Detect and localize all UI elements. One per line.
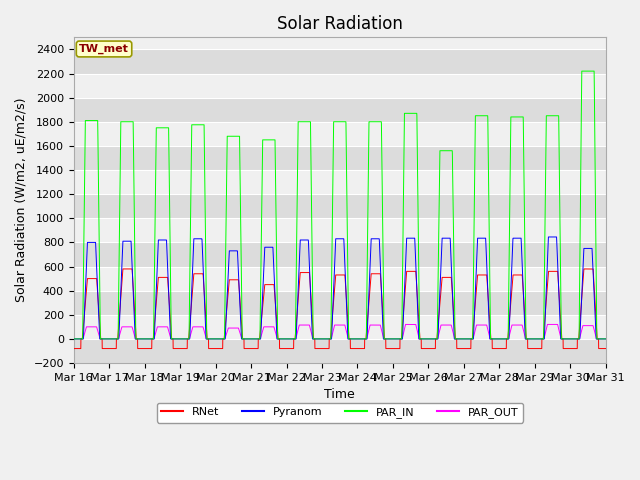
- Pyranom: [320, 336, 328, 342]
- RNet: [119, 266, 127, 272]
- Bar: [74, 315, 605, 339]
- PAR_OUT: [320, 336, 328, 342]
- PAR_OUT: [70, 336, 77, 342]
- X-axis label: Time: Time: [324, 388, 355, 401]
- RNet: [459, 346, 467, 351]
- PAR_IN: [166, 181, 173, 187]
- Pyranom: [489, 336, 497, 342]
- Bar: [74, 49, 605, 73]
- PAR_IN: [602, 336, 609, 342]
- RNet: [320, 346, 328, 351]
- PAR_IN: [489, 336, 497, 342]
- Bar: [74, 339, 605, 363]
- Legend: RNet, Pyranom, PAR_IN, PAR_OUT: RNet, Pyranom, PAR_IN, PAR_OUT: [157, 403, 523, 422]
- Bar: [74, 146, 605, 170]
- Bar: [74, 170, 605, 194]
- Pyranom: [545, 234, 552, 240]
- PAR_IN: [459, 336, 467, 342]
- Bar: [74, 194, 605, 218]
- Pyranom: [601, 336, 609, 342]
- RNet: [602, 346, 609, 351]
- Bar: [74, 242, 605, 266]
- RNet: [166, 303, 173, 309]
- Line: PAR_OUT: PAR_OUT: [74, 324, 605, 339]
- Title: Solar Radiation: Solar Radiation: [276, 15, 403, 33]
- PAR_OUT: [459, 336, 467, 342]
- PAR_IN: [601, 336, 609, 342]
- PAR_OUT: [602, 336, 609, 342]
- Bar: [74, 218, 605, 242]
- Line: PAR_IN: PAR_IN: [74, 71, 605, 339]
- PAR_OUT: [402, 322, 410, 327]
- Bar: [74, 266, 605, 291]
- Pyranom: [429, 336, 437, 342]
- PAR_IN: [578, 68, 586, 74]
- Pyranom: [166, 306, 173, 312]
- PAR_OUT: [166, 330, 173, 336]
- PAR_OUT: [489, 336, 497, 342]
- Pyranom: [459, 336, 467, 342]
- Text: TW_met: TW_met: [79, 44, 129, 54]
- Bar: [74, 73, 605, 97]
- RNet: [489, 346, 497, 351]
- Line: RNet: RNet: [74, 269, 605, 348]
- Pyranom: [70, 336, 77, 342]
- Y-axis label: Solar Radiation (W/m2, uE/m2/s): Solar Radiation (W/m2, uE/m2/s): [15, 98, 28, 302]
- Bar: [74, 97, 605, 122]
- Bar: [74, 122, 605, 146]
- PAR_IN: [429, 336, 437, 342]
- PAR_OUT: [601, 336, 609, 342]
- RNet: [429, 346, 437, 351]
- RNet: [601, 346, 609, 351]
- RNet: [70, 346, 77, 351]
- PAR_IN: [320, 336, 328, 342]
- Pyranom: [602, 336, 609, 342]
- PAR_IN: [70, 336, 77, 342]
- Bar: [74, 291, 605, 315]
- PAR_OUT: [429, 336, 437, 342]
- Line: Pyranom: Pyranom: [74, 237, 605, 339]
